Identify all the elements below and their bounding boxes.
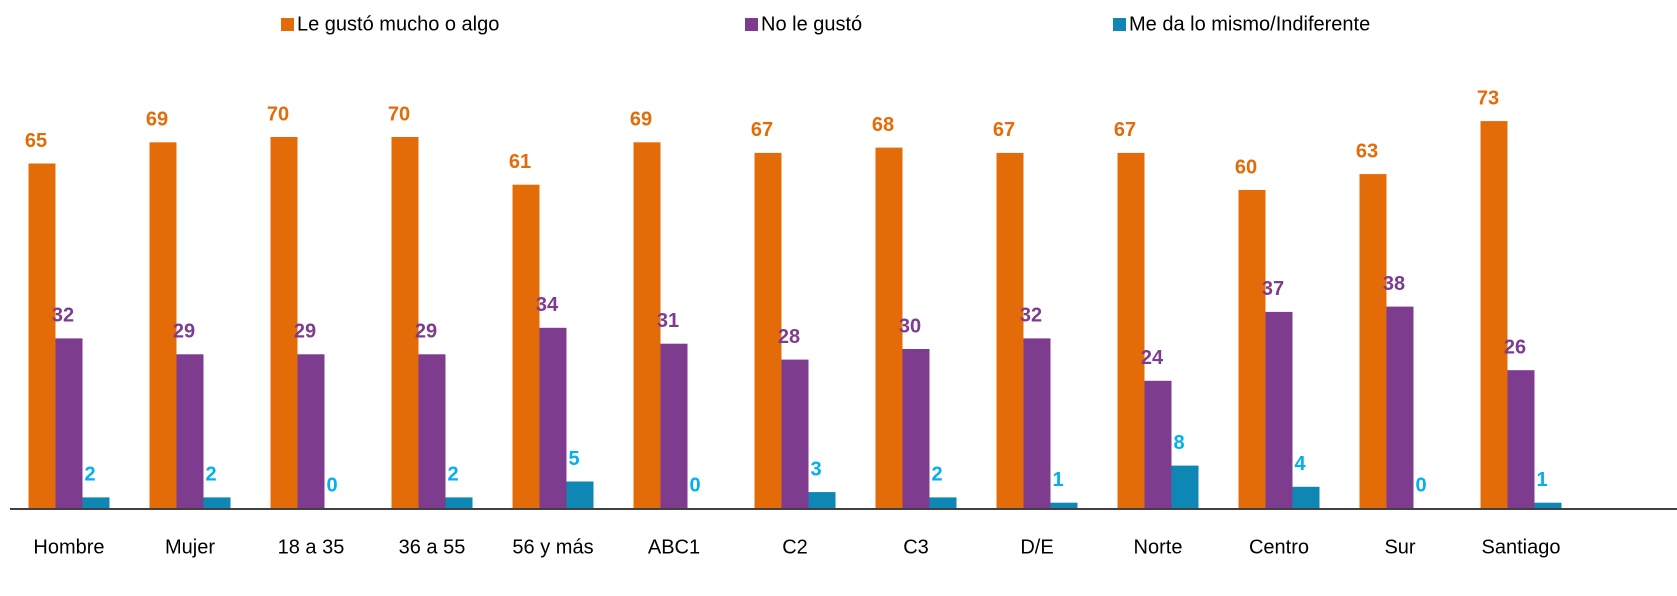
value-label: 34 — [536, 294, 559, 316]
bar — [1171, 465, 1199, 508]
value-label: 28 — [778, 326, 800, 348]
bar — [929, 497, 957, 508]
value-label: 32 — [1020, 305, 1042, 327]
value-label: 38 — [1383, 273, 1405, 295]
bar — [1292, 486, 1320, 508]
value-label: 31 — [657, 310, 679, 332]
value-label: 37 — [1262, 278, 1284, 300]
value-label: 73 — [1477, 87, 1499, 109]
bar — [418, 354, 446, 508]
value-label: 61 — [509, 151, 531, 173]
value-label: 5 — [568, 448, 579, 470]
bar — [1023, 338, 1051, 508]
value-label: 2 — [84, 464, 95, 486]
value-label: 65 — [25, 130, 47, 152]
x-tick-label: Norte — [1134, 536, 1183, 558]
legend-label: Me da lo mismo/Indiferente — [1129, 13, 1370, 35]
value-label: 29 — [173, 321, 195, 343]
legend-label: No le gustó — [761, 13, 862, 35]
x-tick-label: C2 — [782, 536, 808, 558]
value-label: 24 — [1141, 347, 1164, 369]
legend-swatch — [745, 18, 758, 31]
value-label: 2 — [205, 464, 216, 486]
bar — [297, 354, 325, 508]
bar — [1144, 380, 1172, 508]
bar — [203, 497, 231, 508]
value-label: 26 — [1504, 336, 1526, 358]
value-label: 67 — [993, 119, 1015, 141]
value-label: 29 — [294, 321, 316, 343]
value-label: 69 — [630, 109, 652, 131]
bar — [781, 359, 809, 508]
value-label: 63 — [1356, 140, 1378, 162]
x-tick-label: D/E — [1020, 536, 1053, 558]
x-tick-label: 18 a 35 — [278, 536, 345, 558]
value-label: 1 — [1536, 469, 1547, 491]
value-label: 32 — [52, 305, 74, 327]
legend-swatch — [281, 18, 294, 31]
bar — [539, 327, 567, 508]
x-tick-label: Santiago — [1482, 536, 1561, 558]
bar — [149, 142, 177, 509]
value-label: 4 — [1294, 453, 1306, 475]
value-label: 2 — [447, 464, 458, 486]
bar — [1386, 306, 1414, 508]
value-label: 0 — [1415, 474, 1426, 496]
value-label: 70 — [267, 103, 289, 125]
value-label: 3 — [810, 458, 821, 480]
value-label: 68 — [872, 114, 894, 136]
value-label: 30 — [899, 315, 921, 337]
value-label: 69 — [146, 109, 168, 131]
value-label: 2 — [931, 464, 942, 486]
bar — [1117, 152, 1145, 508]
x-tick-label: Centro — [1249, 536, 1309, 558]
bar — [902, 349, 930, 508]
value-label: 67 — [751, 119, 773, 141]
x-tick-label: C3 — [903, 536, 929, 558]
value-label: 1 — [1052, 469, 1063, 491]
value-label: 0 — [689, 474, 700, 496]
x-tick-label: ABC1 — [648, 536, 700, 558]
bar — [633, 142, 661, 509]
value-label: 8 — [1173, 432, 1184, 454]
bar — [566, 481, 594, 508]
x-tick-label: Sur — [1384, 536, 1415, 558]
value-label: 0 — [326, 474, 337, 496]
value-label: 29 — [415, 321, 437, 343]
bar — [875, 147, 903, 508]
bar — [28, 163, 56, 508]
bar — [55, 338, 83, 508]
bar — [1265, 311, 1293, 508]
bar — [1238, 190, 1266, 508]
legend-label: Le gustó mucho o algo — [297, 13, 499, 35]
bar — [1534, 502, 1562, 508]
x-tick-label: Hombre — [33, 536, 104, 558]
bar — [808, 492, 836, 508]
bar — [1507, 370, 1535, 508]
bar — [1359, 174, 1387, 508]
bar — [270, 137, 298, 508]
bar — [391, 137, 419, 508]
bar — [754, 152, 782, 508]
legend-swatch — [1113, 18, 1126, 31]
bar — [176, 354, 204, 508]
value-label: 60 — [1235, 156, 1257, 178]
bar — [1480, 121, 1508, 508]
bar — [445, 497, 473, 508]
bar — [512, 184, 540, 508]
bar — [82, 497, 110, 508]
value-label: 67 — [1114, 119, 1136, 141]
bar — [996, 152, 1024, 508]
x-tick-label: 36 a 55 — [399, 536, 466, 558]
x-tick-label: Mujer — [165, 536, 215, 558]
value-label: 70 — [388, 103, 410, 125]
bar — [1050, 502, 1078, 508]
x-tick-label: 56 y más — [512, 536, 593, 558]
bar — [660, 343, 688, 508]
